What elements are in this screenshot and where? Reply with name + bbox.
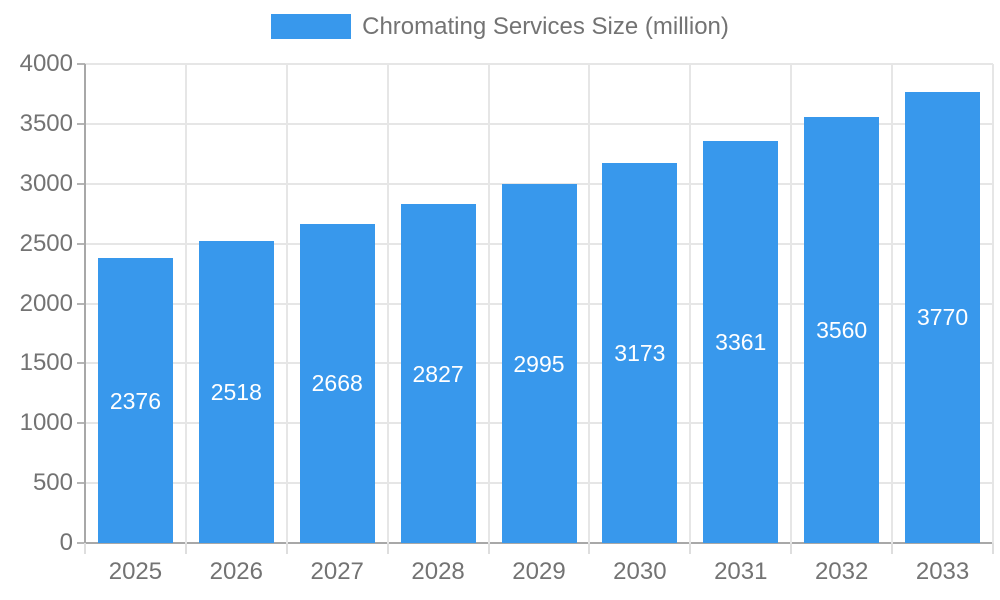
bar-value-label: 3560 <box>816 316 868 343</box>
y-axis-tick <box>77 362 85 365</box>
bar[interactable] <box>602 163 678 543</box>
gridline-horizontal <box>85 122 993 125</box>
legend[interactable]: Chromating Services Size (million) <box>0 14 1000 39</box>
gridline-vertical <box>891 64 894 543</box>
bar[interactable] <box>198 241 274 543</box>
y-axis-tick-label: 4000 <box>19 50 73 77</box>
bar-value-label: 2668 <box>311 370 363 397</box>
bar[interactable] <box>400 204 476 543</box>
y-axis-tick-label: 3500 <box>19 109 73 137</box>
y-axis-tick-label: 1500 <box>19 349 73 377</box>
x-axis-tick <box>689 543 692 554</box>
gridline-vertical <box>992 64 994 543</box>
bar-value-label: 2376 <box>109 387 162 414</box>
y-axis-tick-label: 500 <box>32 469 73 497</box>
x-axis-tick <box>891 543 894 554</box>
bar-value-label: 2827 <box>412 360 464 387</box>
y-axis-tick <box>77 242 85 245</box>
x-axis-tick-label: 2031 <box>714 558 768 585</box>
y-axis-tick <box>77 482 85 485</box>
bar[interactable] <box>703 140 779 543</box>
gridline-horizontal <box>85 182 993 185</box>
legend-label: Chromating Services Size (million) <box>362 13 729 40</box>
bar[interactable] <box>299 223 375 543</box>
gridline-vertical <box>689 64 692 543</box>
gridline-vertical <box>386 64 389 543</box>
x-axis-tick-label: 2033 <box>915 558 970 585</box>
bar-value-label: 3173 <box>614 340 666 367</box>
x-axis-tick-label: 2027 <box>310 558 364 585</box>
y-axis-tick-label: 2500 <box>19 229 73 257</box>
bar-value-label: 2995 <box>513 350 565 377</box>
y-axis-tick <box>77 182 85 185</box>
gridline-vertical <box>588 64 591 543</box>
y-axis-tick <box>77 122 85 125</box>
x-axis-tick <box>487 543 490 554</box>
gridline-vertical <box>790 64 793 543</box>
x-axis-tick <box>184 543 187 554</box>
bar-value-label: 3361 <box>715 328 767 355</box>
y-axis-tick <box>77 542 85 544</box>
x-axis-tick <box>588 543 591 554</box>
bar-value-label: 2518 <box>210 379 262 406</box>
x-axis-tick <box>285 543 288 554</box>
gridline-vertical <box>184 64 187 543</box>
x-axis-tick <box>790 543 793 554</box>
bar[interactable] <box>501 184 577 543</box>
bar[interactable] <box>97 258 173 543</box>
x-axis-tick-label: 2025 <box>108 558 163 585</box>
x-axis-tick <box>386 543 389 554</box>
y-axis-tick-label: 3000 <box>19 169 73 197</box>
y-axis-tick-label: 0 <box>59 529 73 556</box>
gridline-vertical <box>487 64 490 543</box>
bar[interactable] <box>905 91 981 543</box>
x-axis-tick <box>84 543 86 554</box>
x-axis-tick <box>992 543 994 554</box>
bar[interactable] <box>804 116 880 543</box>
y-axis-tick-label: 2000 <box>19 289 73 317</box>
y-axis-tick <box>77 422 85 425</box>
bar-value-label: 3770 <box>916 304 969 331</box>
legend-swatch <box>271 14 352 39</box>
x-axis-tick-label: 2026 <box>209 558 263 585</box>
x-axis-tick-label: 2032 <box>814 558 869 585</box>
gridline-vertical <box>285 64 288 543</box>
y-axis-tick-label: 1000 <box>19 409 73 437</box>
x-axis-tick-label: 2030 <box>613 558 667 585</box>
gridline-horizontal <box>85 63 993 65</box>
x-axis-line <box>85 542 993 544</box>
x-axis-tick-label: 2029 <box>512 558 566 585</box>
x-axis-tick-label: 2028 <box>411 558 465 585</box>
y-axis-line <box>84 64 86 543</box>
y-axis-tick <box>77 302 85 305</box>
y-axis-tick <box>77 63 85 65</box>
